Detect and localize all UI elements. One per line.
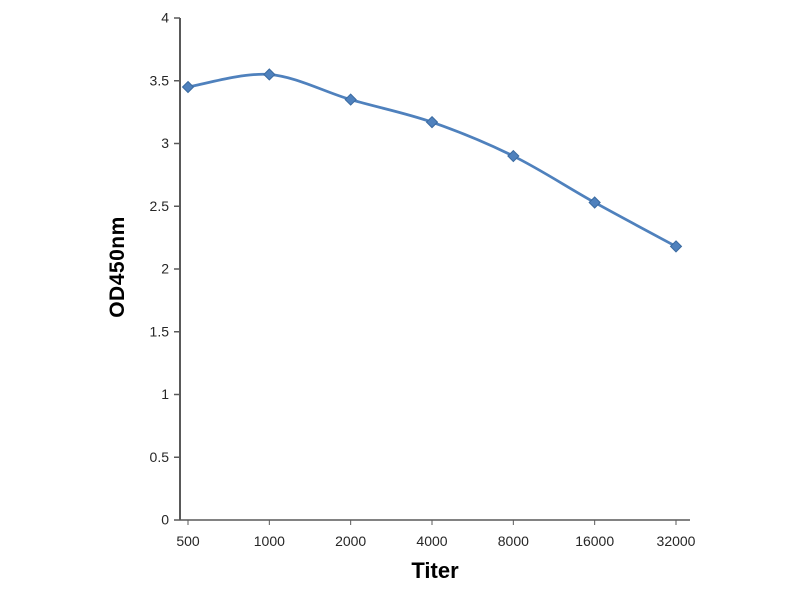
data-point-marker: [588, 196, 601, 209]
y-tick-label: 3.5: [150, 72, 170, 88]
x-tick-label: 32000: [657, 533, 696, 549]
x-tick-label: 500: [176, 533, 200, 549]
data-point-marker: [507, 149, 520, 163]
series-line: [186, 72, 678, 248]
data-point-marker: [344, 93, 357, 106]
y-tick-label: 2: [161, 261, 169, 277]
y-tick-label: 0.5: [150, 449, 170, 465]
x-tick-label: 16000: [575, 533, 614, 549]
y-tick-label: 0: [161, 512, 169, 528]
x-tick-label: 4000: [416, 533, 447, 549]
x-tick-label: 1000: [254, 533, 285, 549]
x-tick-label: 2000: [335, 533, 366, 549]
data-point-marker: [181, 80, 195, 94]
y-tick-label: 1.5: [150, 323, 170, 339]
x-tick-label: 8000: [498, 533, 529, 549]
y-tick-label: 4: [161, 10, 169, 26]
data-point-marker: [425, 115, 439, 129]
y-tick-label: 1: [161, 386, 169, 402]
x-axis-title: Titer: [411, 558, 459, 583]
y-axis-title: OD450nm: [106, 216, 129, 318]
y-tick-label: 2.5: [150, 198, 170, 214]
data-point-marker: [669, 240, 683, 253]
y-tick-label: 3: [161, 135, 169, 151]
data-point-marker: [263, 68, 276, 81]
